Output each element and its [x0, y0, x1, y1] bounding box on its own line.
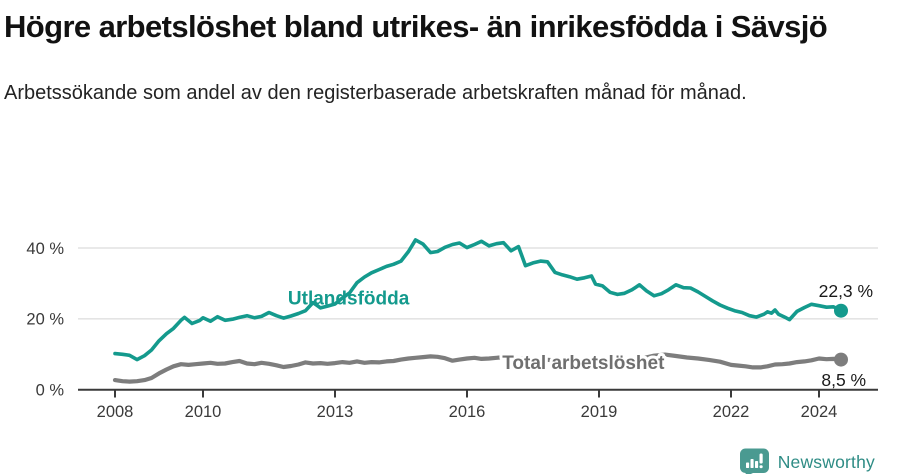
- y-axis-label: 0 %: [36, 382, 65, 400]
- x-axis-label: 2013: [317, 403, 354, 421]
- series-end-dot-utlandsfodda: [834, 303, 848, 318]
- x-axis-label: 2016: [449, 403, 486, 421]
- value-annotation-1: 8,5 %: [821, 370, 866, 390]
- x-axis-label: 2024: [801, 403, 838, 421]
- x-axis-label: 2022: [713, 403, 750, 421]
- series-label-total: Total arbetslöshet: [502, 353, 665, 374]
- page-title: Högre arbetslöshet bland utrikes- än inr…: [4, 9, 828, 44]
- page-subtitle: Arbetssökande som andel av den registerb…: [4, 81, 747, 104]
- series-line-total: [112, 352, 844, 384]
- chart-header: Högre arbetslöshet bland utrikes- än inr…: [0, 8, 900, 107]
- series-end-dot-total: [834, 352, 848, 367]
- series-label-utlandsfodda: Utlandsfödda: [288, 289, 410, 310]
- newsworthy-logo-text: Newsworthy: [777, 452, 875, 472]
- y-axis-label: 40 %: [26, 240, 64, 258]
- series-line-utlandsfodda: [113, 238, 843, 362]
- newsworthy-logo: Newsworthy: [738, 447, 875, 474]
- y-axis-label: 20 %: [26, 311, 64, 329]
- value-annotation-0: 22,3 %: [819, 281, 873, 301]
- infographic-card: Högre arbetslöshet bland utrikes- än inr…: [0, 8, 900, 474]
- x-axis-label: 2008: [97, 403, 134, 421]
- x-axis-label: 2019: [581, 403, 618, 421]
- newsworthy-logo-icon: [739, 448, 769, 474]
- x-axis-label: 2010: [185, 403, 222, 421]
